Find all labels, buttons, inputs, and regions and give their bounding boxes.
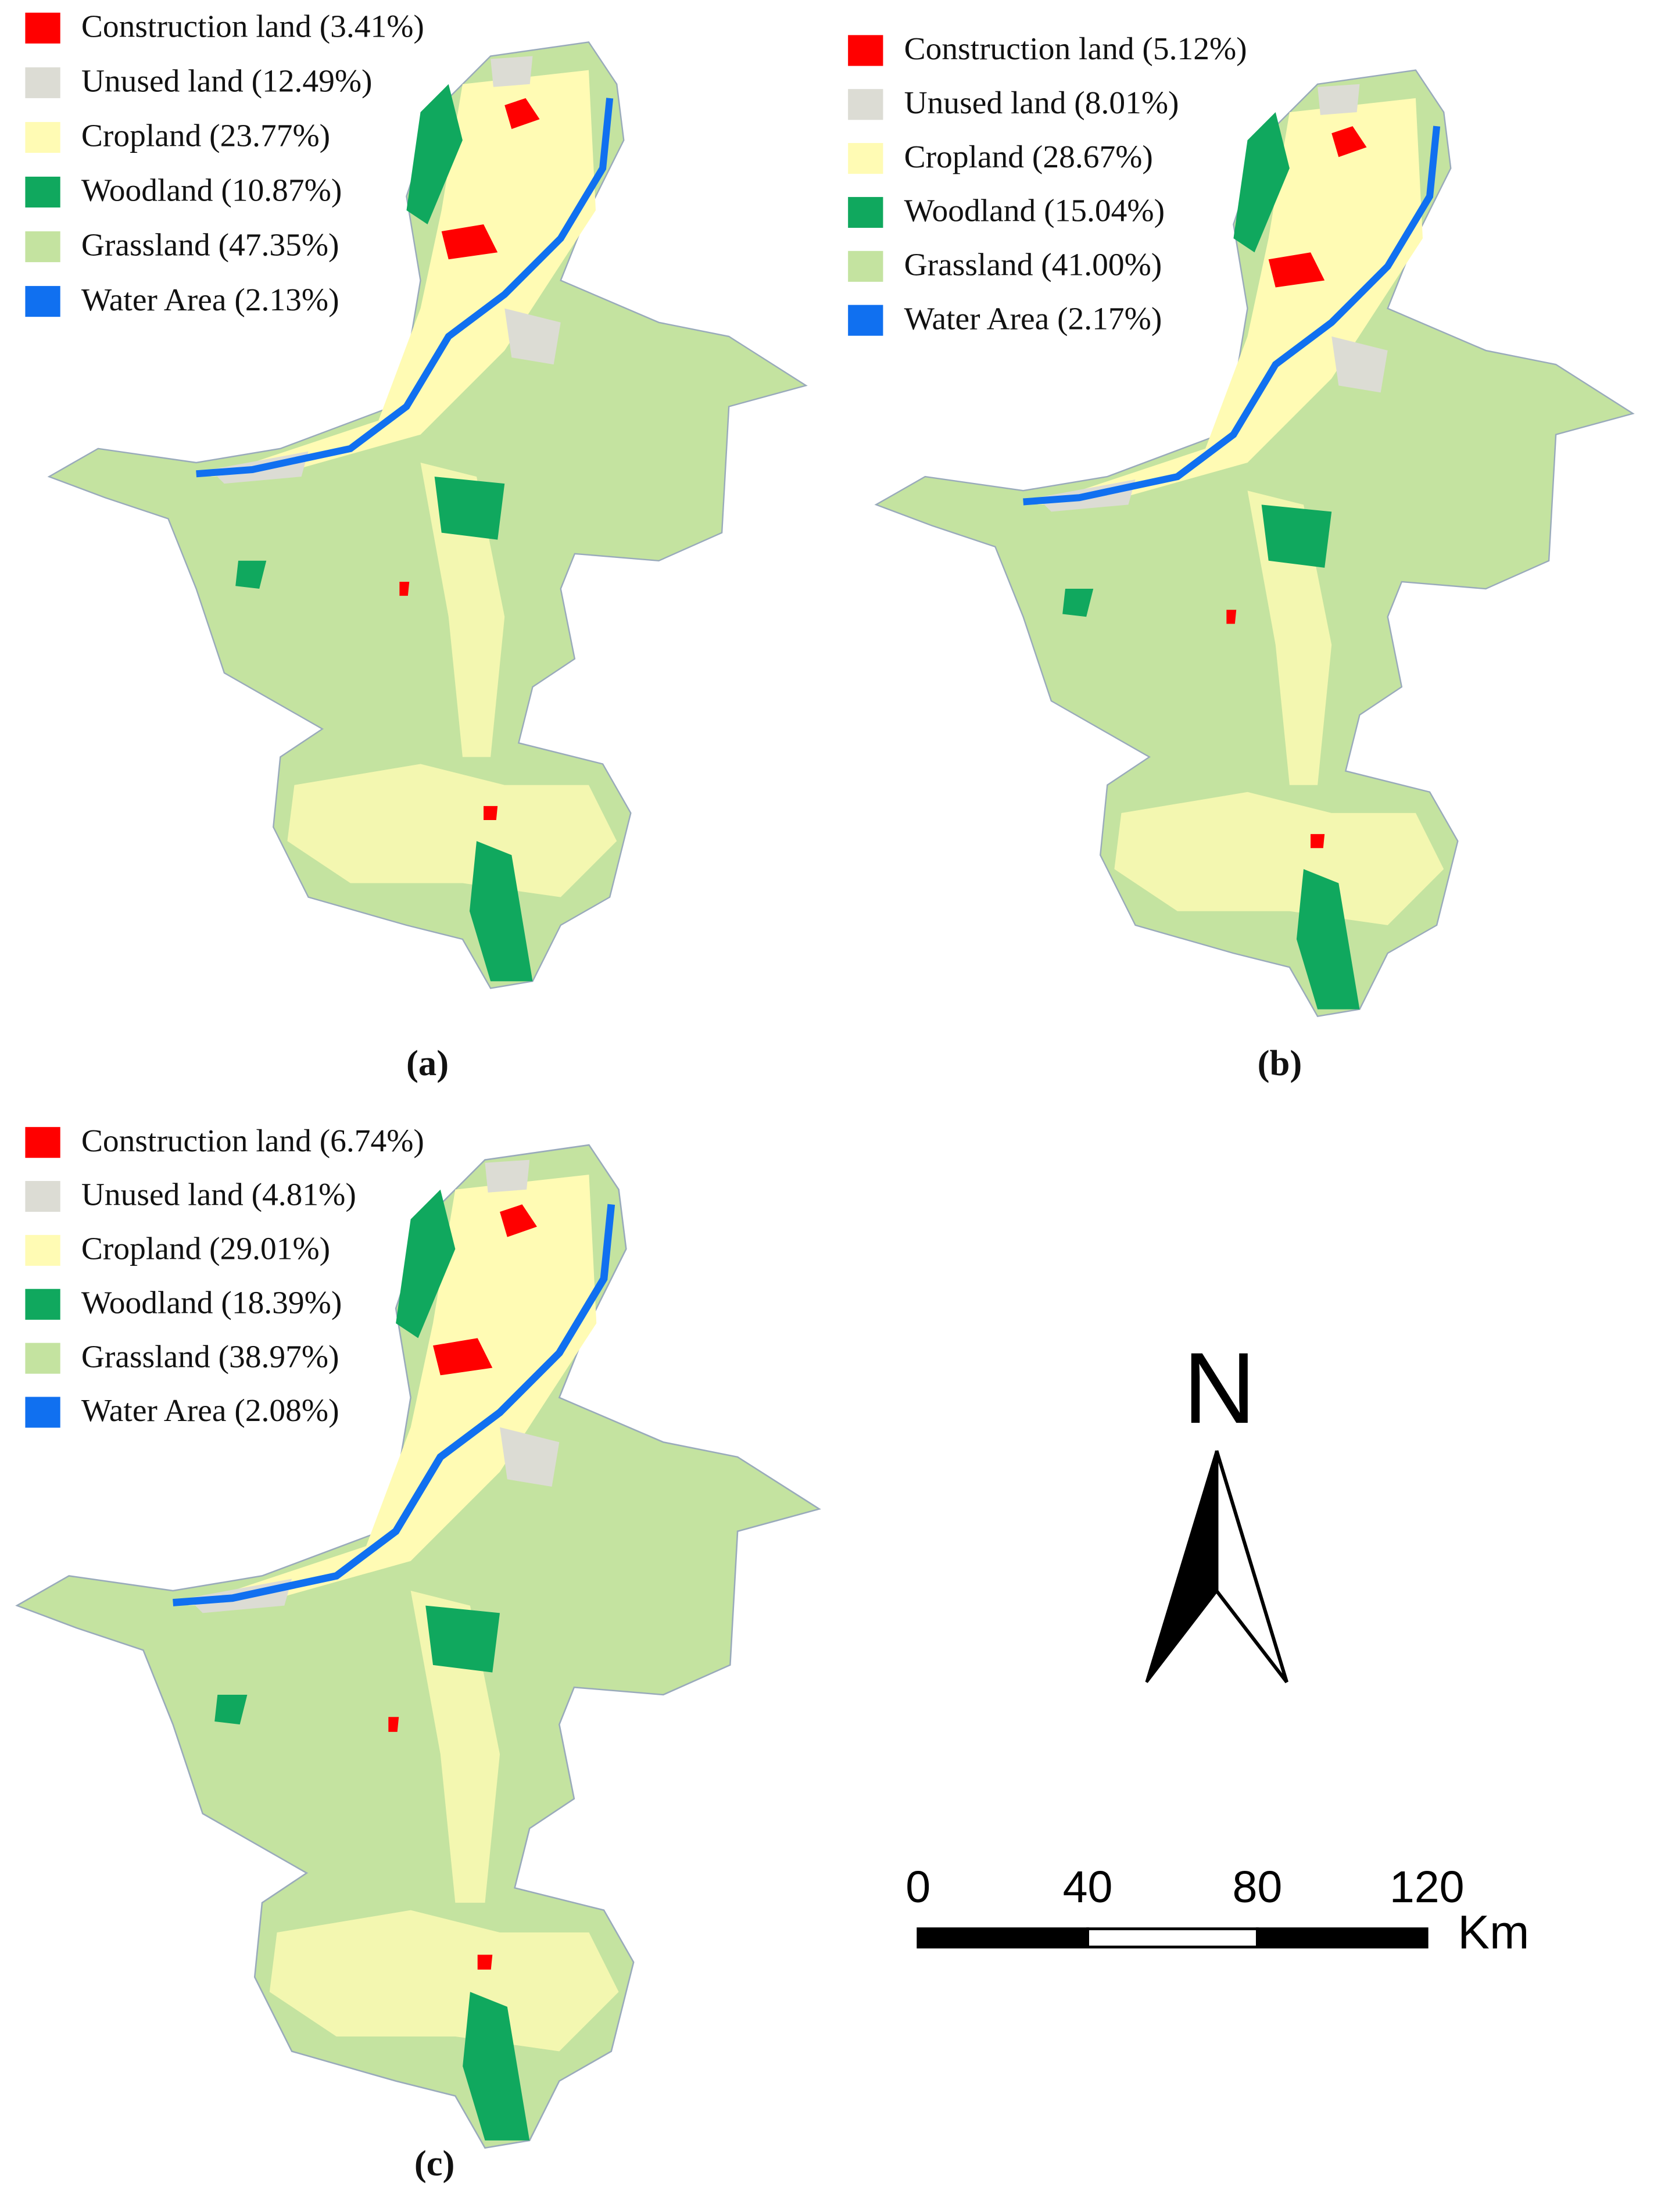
- legend-swatch: [25, 1343, 60, 1374]
- legend-label: Water Area (2.17%): [904, 300, 1162, 336]
- legend-label: Woodland (18.39%): [81, 1284, 342, 1320]
- legend-label: Unused land (8.01%): [904, 85, 1179, 120]
- legend-swatch: [25, 231, 60, 263]
- legend-label: Woodland (15.04%): [904, 193, 1165, 228]
- north-arrow-left: [1145, 1450, 1218, 1683]
- scale-segment: [917, 1927, 1089, 1949]
- legend-label: Unused land (4.81%): [81, 1177, 356, 1212]
- scale-tick-label: 40: [1063, 1862, 1113, 1912]
- legend-swatch: [848, 305, 883, 336]
- legend-label: Water Area (2.08%): [81, 1393, 339, 1428]
- legend-swatch: [25, 67, 60, 98]
- legend-swatch: [25, 1397, 60, 1428]
- legend-label: Unused land (12.49%): [81, 63, 373, 99]
- legend-swatch: [25, 12, 60, 44]
- legend-label: Cropland (29.01%): [81, 1231, 330, 1266]
- legend-swatch: [848, 196, 883, 228]
- legend-swatch: [848, 143, 883, 174]
- scale-tick-label: 80: [1232, 1862, 1282, 1912]
- legend-swatch: [25, 1127, 60, 1158]
- legend-swatch: [848, 35, 883, 66]
- legend-swatch: [848, 250, 883, 282]
- north-label: N: [1183, 1332, 1256, 1444]
- legend-swatch: [25, 121, 60, 153]
- legend-label: Water Area (2.13%): [81, 282, 339, 317]
- legend-swatch: [25, 176, 60, 208]
- scale-unit: Km: [1458, 1906, 1529, 1959]
- legend-swatch: [25, 1234, 60, 1266]
- panel-label: (b): [1258, 1043, 1302, 1083]
- legend-label: Construction land (3.41%): [81, 8, 424, 44]
- panel-label: (c): [414, 2143, 455, 2184]
- legend-label: Grassland (38.97%): [81, 1338, 339, 1374]
- legend-label: Construction land (6.74%): [81, 1123, 424, 1158]
- scale-tick-label: 120: [1390, 1862, 1465, 1912]
- scale-segment: [1255, 1927, 1429, 1949]
- legend-label: Construction land (5.12%): [904, 31, 1247, 66]
- north-arrow-right: [1215, 1450, 1288, 1684]
- legend-swatch: [25, 286, 60, 317]
- legend-label: Cropland (28.67%): [904, 139, 1153, 174]
- legend-label: Woodland (10.87%): [81, 173, 342, 208]
- panel-label: (a): [406, 1043, 449, 1083]
- legend-swatch: [25, 1181, 60, 1212]
- legend-label: Grassland (47.35%): [81, 227, 339, 263]
- legend-label: Grassland (41.00%): [904, 246, 1162, 282]
- scale-tick-label: 0: [905, 1862, 930, 1912]
- legend-label: Cropland (23.77%): [81, 118, 330, 153]
- scale-segment: [1086, 1927, 1259, 1949]
- legend-swatch: [25, 1288, 60, 1320]
- legend-swatch: [848, 89, 883, 120]
